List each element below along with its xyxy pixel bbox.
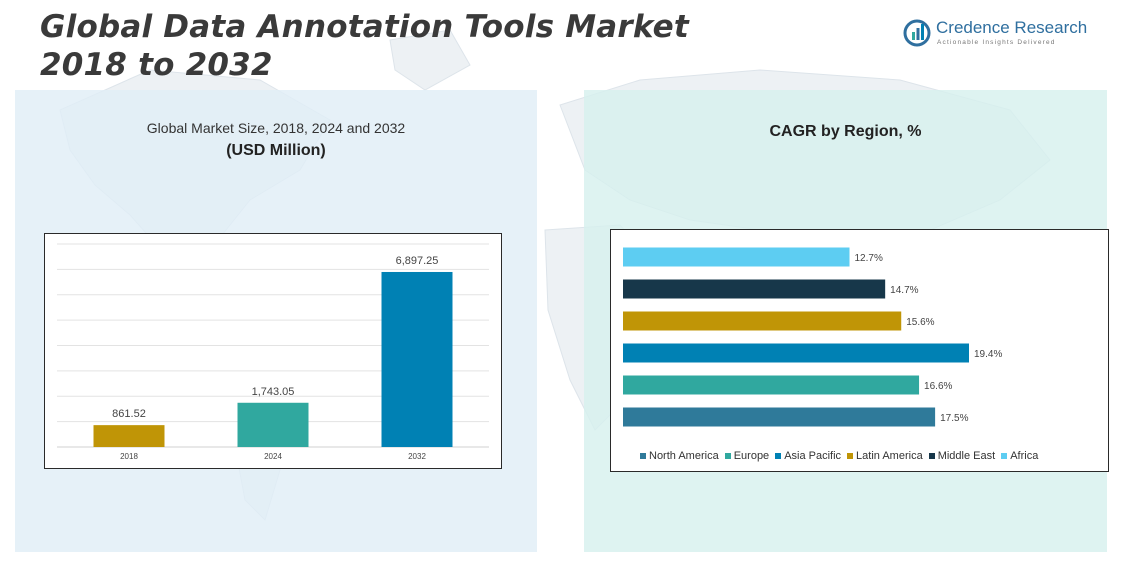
data-label-asia-pacific: 19.4% (974, 349, 1002, 360)
market-size-bar-chart: 861.52 2018 1,743.05 2024 6,897.25 2032 (57, 243, 489, 461)
bar-middle-east (623, 279, 886, 299)
cagr-title: CAGR by Region, % (769, 123, 922, 140)
legend-item-north-america: North America (640, 450, 719, 462)
legend-item-africa: Africa (1001, 450, 1038, 462)
brand-logo: Credence Research Actionable Insights De… (903, 18, 1093, 50)
data-label-latin-america: 15.6% (906, 317, 934, 328)
x-tick-2024: 2024 (264, 452, 282, 461)
data-label-africa: 12.7% (855, 253, 883, 264)
legend-item-latin-america: Latin America (847, 450, 923, 462)
bar-2018 (93, 425, 165, 447)
legend-item-asia-pacific: Asia Pacific (775, 450, 841, 462)
data-label-europe: 16.6% (924, 381, 952, 392)
x-tick-2032: 2032 (408, 452, 426, 461)
data-label-2024: 1,743.05 (252, 386, 295, 398)
market-size-chart-frame: 861.52 2018 1,743.05 2024 6,897.25 2032 (44, 233, 502, 469)
legend-swatch-africa (1001, 453, 1008, 459)
market-size-unit: (USD Million) (226, 142, 326, 159)
legend-label-europe: Europe (733, 450, 770, 462)
legend-swatch-latin-america (847, 453, 854, 459)
legend-swatch-middle-east (928, 453, 935, 459)
legend-swatch-europe (724, 453, 731, 459)
legend-label-latin-america: Latin America (856, 450, 923, 462)
logo-mark-icon (903, 19, 931, 47)
legend-swatch-north-america (640, 453, 646, 459)
data-label-2018: 861.52 (112, 408, 146, 420)
bar-north-america (623, 407, 936, 427)
title-line-2: 2018 to 2032 (40, 47, 273, 83)
market-size-subtitle: Global Market Size, 2018, 2024 and 2032 (146, 120, 406, 136)
bar-latin-america (623, 311, 902, 331)
bar-africa (623, 247, 850, 267)
title-line-1: Global Data Annotation Tools Market (40, 9, 689, 45)
legend-swatch-asia-pacific (775, 453, 782, 459)
bar-2032 (381, 271, 453, 447)
legend-label-middle-east: Middle East (937, 450, 996, 462)
logo-name: Credence Research (936, 18, 1088, 37)
bar-europe (623, 375, 920, 395)
page-title: Global Data Annotation Tools Market 2018… (40, 8, 689, 84)
x-tick-2018: 2018 (120, 452, 138, 461)
legend-label-north-america: North America (649, 450, 719, 462)
legend-item-middle-east: Middle East (928, 450, 996, 462)
data-label-2032: 6,897.25 (396, 255, 439, 267)
legend-label-africa: Africa (1010, 450, 1039, 462)
logo-tagline: Actionable Insights Delivered (937, 39, 1056, 46)
legend-label-asia-pacific: Asia Pacific (784, 450, 842, 462)
cagr-chart-frame: 12.7% 14.7% 15.6% 19.4% 16.6% 17.5% (610, 229, 1109, 472)
data-label-middle-east: 14.7% (890, 285, 918, 296)
cagr-horizontal-bar-chart: 12.7% 14.7% 15.6% 19.4% 16.6% 17.5% (623, 247, 1002, 427)
cagr-legend: North America Europe Asia Pacific Latin Ame… (640, 449, 1044, 463)
legend-item-europe: Europe (724, 450, 770, 462)
bar-asia-pacific (623, 343, 969, 363)
data-label-north-america: 17.5% (940, 413, 968, 424)
bar-2024 (237, 402, 309, 447)
